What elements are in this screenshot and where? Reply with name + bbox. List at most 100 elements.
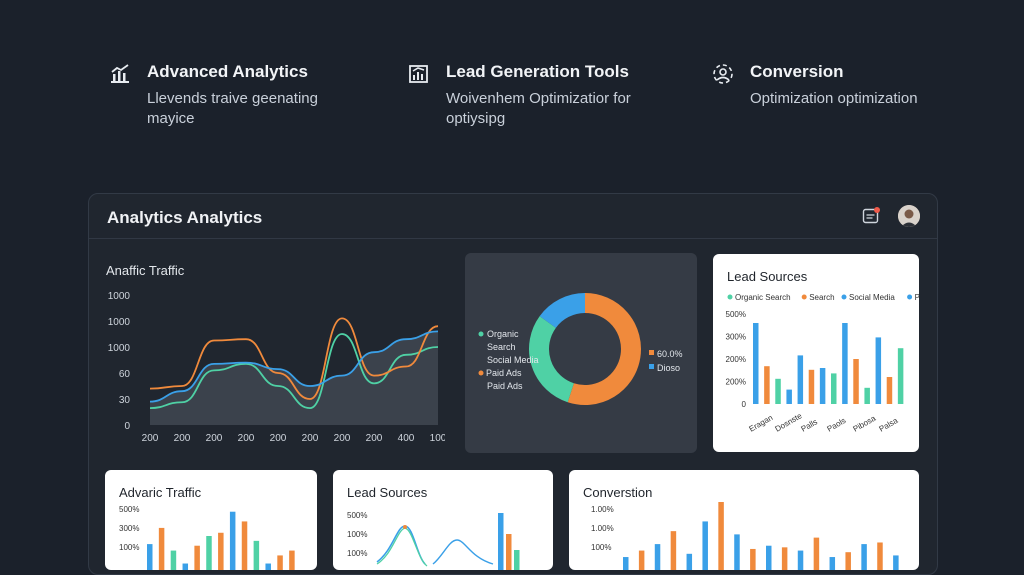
legend-dot: [907, 294, 913, 300]
bottom-card-lead-sources: Lead Sources 500% 100% 100%: [333, 470, 553, 570]
bar: [702, 521, 708, 570]
x-tick-label: Palls: [800, 417, 820, 433]
bar: [277, 555, 283, 570]
legend-label: Social Media: [849, 293, 895, 302]
x-tick-label: 200: [238, 433, 255, 444]
x-tick-label: Dosnste: [774, 411, 804, 434]
bottom-card-title: Lead Sources: [347, 485, 428, 500]
y-tick-label: 0: [742, 400, 747, 409]
bar-chart-trend-icon: [111, 64, 129, 83]
x-tick-label: 200: [142, 433, 159, 444]
bottom-traffic-chart: 500% 300% 100%: [119, 505, 295, 570]
donut-slice: [539, 293, 586, 329]
bar: [734, 534, 740, 570]
bar: [182, 563, 189, 570]
y-tick-label: 500%: [726, 310, 746, 319]
bar: [147, 544, 153, 570]
chart-document-icon: [409, 65, 428, 83]
y-tick-label: 1.00%: [591, 505, 614, 514]
traffic-chart: 1000 1000 1000 60 30 0 200 200 200 200 200 200 200 20…: [108, 291, 445, 444]
y-tick-label: 1000: [108, 291, 131, 302]
bar: [775, 378, 781, 404]
bar: [797, 550, 804, 570]
y-tick-label: 1000: [108, 343, 131, 354]
lead-line: [432, 539, 494, 565]
bottom-card-title: Advaric Traffic: [119, 485, 202, 500]
bar: [893, 555, 899, 570]
traffic-series-line: [149, 333, 439, 410]
x-tick-label: 200: [366, 433, 383, 444]
bar: [253, 540, 260, 570]
legend-label: Paid Ads: [915, 293, 919, 302]
bar: [764, 366, 770, 404]
y-tick-label: 500%: [347, 511, 367, 520]
bar: [797, 355, 804, 404]
legend-label: Organic Search: [735, 293, 791, 302]
bar: [194, 545, 200, 570]
bar: [842, 323, 848, 404]
x-tick-label: Eragan: [748, 413, 775, 434]
bar: [831, 373, 837, 404]
y-tick-label: 100%: [591, 543, 611, 552]
bar: [718, 502, 724, 570]
avatar[interactable]: [898, 205, 920, 227]
bar: [875, 337, 882, 404]
x-tick-label: Pibosa: [852, 413, 878, 433]
bar: [654, 544, 661, 570]
feature-title: Conversion: [750, 62, 844, 81]
donut-legend-label: Paid Ads: [486, 368, 522, 378]
lead-sources-card: Lead Sources Organic Search Search Social …: [713, 254, 919, 452]
lead-sources-title: Lead Sources: [727, 269, 808, 284]
bar: [218, 532, 224, 570]
donut-legend-label: Paid Ads: [487, 381, 523, 391]
dashboard-title: Analytics Analytics: [107, 208, 263, 227]
notification-icon[interactable]: [862, 207, 880, 225]
feature-title: Advanced Analytics: [147, 62, 308, 81]
traffic-series-line: [149, 317, 439, 400]
bar: [753, 323, 759, 404]
traffic-panel: Anaffic Traffic 1000 1000 1000 60 30 0 200 200 2…: [100, 255, 445, 450]
bar: [766, 545, 772, 570]
bar: [170, 550, 177, 570]
bar: [670, 531, 677, 570]
bar: [498, 513, 504, 570]
legend-dot: [727, 294, 733, 300]
y-tick-label: 200%: [726, 378, 746, 387]
donut-panel: Organic Search Social Media Paid Ads Paid Ad…: [465, 253, 697, 453]
bar: [206, 536, 212, 570]
bottom-lead-chart: 500% 100% 100%: [347, 511, 520, 570]
bar: [514, 550, 520, 570]
bar: [864, 387, 870, 404]
bottom-card-title: Converstion: [583, 485, 653, 500]
x-tick-label: 200: [334, 433, 351, 444]
bar: [877, 542, 883, 570]
bar: [638, 550, 645, 570]
bar: [786, 389, 792, 404]
user-avatar-icon: [898, 205, 920, 227]
x-tick-label: 400: [398, 433, 415, 444]
donut-chart: Organic Search Social Media Paid Ads Paid Ad…: [478, 293, 683, 405]
y-tick-label: 200%: [726, 355, 746, 364]
bar: [229, 511, 236, 570]
bar: [506, 534, 512, 570]
y-tick-label: 100%: [347, 549, 367, 558]
bar: [750, 548, 756, 570]
bar: [686, 553, 693, 570]
bottom-card-conversion: Converstion 1.00% 1.00% 100%: [569, 470, 919, 570]
bar: [265, 563, 271, 570]
bar: [241, 521, 248, 570]
y-tick-label: 0: [124, 421, 130, 432]
donut-legend-label: Social Media: [487, 355, 539, 365]
bar: [853, 359, 859, 404]
feature-description: Optimization optimization: [750, 90, 918, 107]
legend-dot: [841, 294, 847, 300]
bottom-card-traffic: Advaric Traffic 500% 300% 100%: [105, 470, 317, 570]
x-tick-label: 200: [206, 433, 223, 444]
legend-label: Search: [809, 293, 834, 302]
donut-slice: [529, 316, 575, 403]
bar: [819, 368, 826, 404]
legend-dot: [478, 370, 484, 376]
y-tick-label: 300%: [726, 333, 746, 342]
y-tick-label: 60: [119, 369, 131, 380]
legend-dot: [801, 294, 807, 300]
